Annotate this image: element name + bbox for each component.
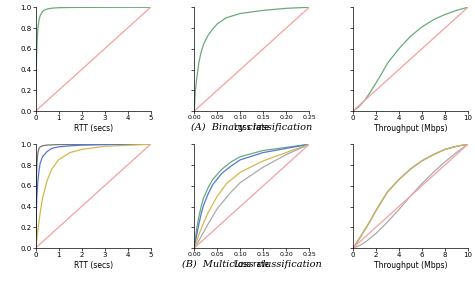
X-axis label: RTT (secs): RTT (secs) [74, 124, 113, 133]
Text: (B)  Multiclass classification: (B) Multiclass classification [182, 260, 322, 269]
X-axis label: Throughput (Mbps): Throughput (Mbps) [374, 261, 447, 270]
X-axis label: RTT (secs): RTT (secs) [74, 261, 113, 270]
Text: (A)  Binary classification: (A) Binary classification [191, 123, 313, 132]
X-axis label: Throughput (Mbps): Throughput (Mbps) [374, 124, 447, 133]
X-axis label: Loss rate: Loss rate [234, 123, 269, 132]
X-axis label: Loss rate: Loss rate [234, 260, 269, 269]
